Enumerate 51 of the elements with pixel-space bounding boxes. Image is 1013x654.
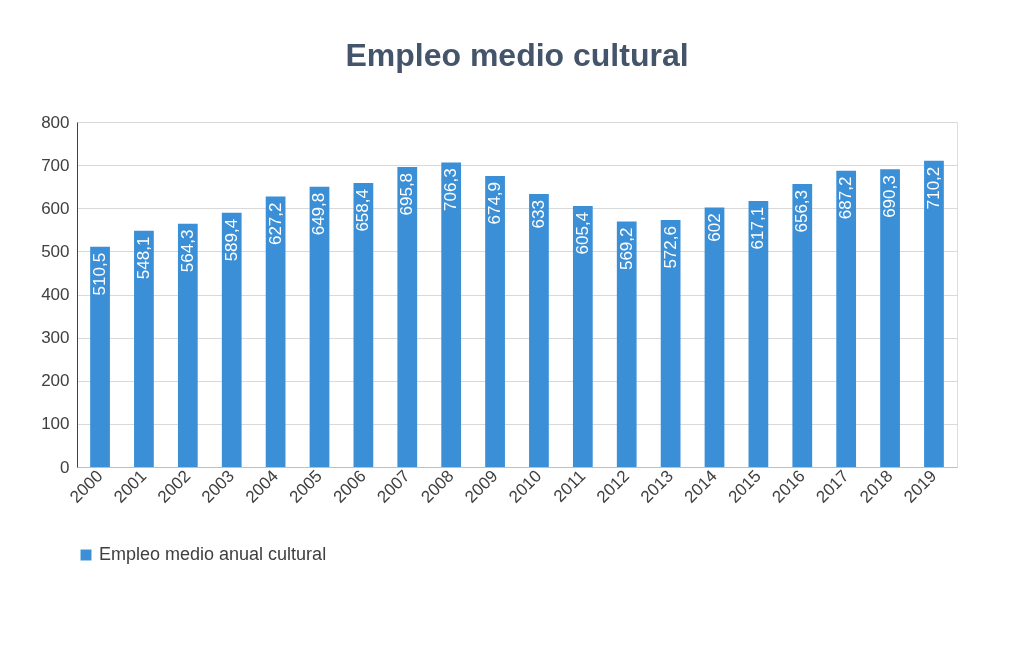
y-tick-label: 400	[41, 285, 70, 304]
data-label: 569,2	[616, 227, 636, 271]
data-label: 564,3	[177, 229, 197, 273]
bar	[353, 183, 374, 467]
bar	[134, 230, 154, 467]
bar	[924, 160, 944, 467]
data-label: 687,2	[836, 176, 856, 220]
bar	[880, 169, 900, 467]
data-label: 690,3	[880, 175, 900, 218]
data-label: 602	[704, 213, 724, 242]
data-label: 658,4	[353, 189, 373, 232]
bar	[265, 196, 286, 467]
bar	[572, 205, 593, 467]
data-label: 548,1	[133, 236, 153, 280]
bar	[397, 166, 418, 467]
data-label: 510,5	[90, 252, 110, 296]
data-label: 695,8	[397, 172, 417, 216]
data-label: 572,6	[660, 226, 680, 269]
bar	[90, 246, 110, 467]
data-label: 656,3	[792, 189, 812, 233]
data-label: 633	[528, 200, 548, 229]
data-label: 674,9	[485, 181, 505, 225]
y-tick-label: 0	[60, 457, 70, 477]
y-tick-label: 300	[41, 328, 70, 348]
bar	[177, 223, 198, 467]
bar	[221, 212, 242, 467]
y-tick-label: 600	[41, 198, 70, 218]
y-tick-label: 100	[41, 414, 70, 434]
bar	[616, 221, 637, 467]
y-tick-label: 200	[41, 371, 70, 391]
bar	[792, 183, 813, 467]
data-label: 627,2	[265, 202, 285, 246]
bar	[660, 220, 681, 467]
data-label: 617,1	[748, 206, 768, 250]
chart-title: Empleo medio cultural	[345, 37, 689, 73]
data-label: 710,2	[923, 166, 943, 210]
bar	[441, 162, 462, 467]
y-tick-label: 800	[41, 112, 70, 132]
data-label: 706,3	[441, 168, 461, 211]
bar	[529, 194, 549, 467]
bar	[485, 175, 505, 467]
bar	[309, 186, 330, 467]
y-tick-label: 700	[41, 155, 70, 175]
bar	[836, 170, 857, 467]
data-label: 649,8	[309, 192, 329, 236]
bar	[748, 200, 769, 467]
data-label: 589,4	[221, 218, 241, 262]
bar	[704, 207, 725, 467]
data-label: 605,4	[572, 211, 592, 255]
y-tick-label: 500	[41, 241, 70, 261]
legend-label: Empleo medio anual cultural	[99, 544, 327, 564]
